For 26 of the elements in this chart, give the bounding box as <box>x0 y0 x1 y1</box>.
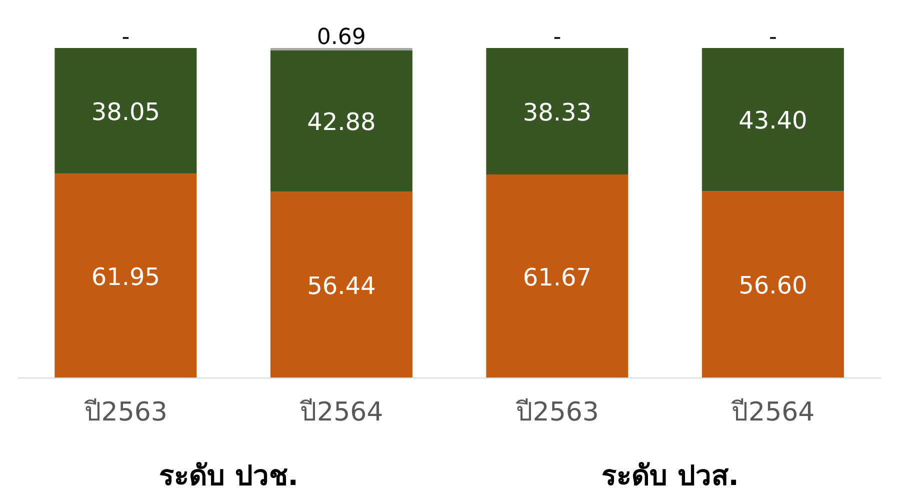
bar <box>486 174 628 378</box>
data-label: - <box>122 25 130 50</box>
x-tick-label: ปี2563 <box>514 397 599 428</box>
bar <box>54 174 197 378</box>
data-label: 56.60 <box>738 272 808 300</box>
x-tick-label: ปี2563 <box>83 397 168 428</box>
data-label: - <box>553 25 562 50</box>
bar <box>702 48 844 192</box>
text: ระดับ ปวช. <box>158 458 300 494</box>
data-label: 42.88 <box>307 108 376 136</box>
x-tick-label: ปี2564 <box>730 397 815 428</box>
data-label: 43.40 <box>738 106 808 135</box>
bar <box>270 192 412 378</box>
bar <box>54 48 197 174</box>
data-label: 38.33 <box>522 98 592 126</box>
data-label: 56.44 <box>307 272 376 300</box>
data-label: 38.05 <box>91 98 160 126</box>
data-label: 61.95 <box>91 262 160 291</box>
data-label: 0.69 <box>316 25 366 50</box>
x-tick-label: ปี2564 <box>299 397 384 428</box>
text: ระดับ ปวส. <box>600 458 740 494</box>
bar <box>702 191 844 378</box>
data-label: - <box>768 25 777 50</box>
data-label: 61.67 <box>522 263 592 292</box>
bar <box>486 48 628 175</box>
bar <box>270 50 412 192</box>
